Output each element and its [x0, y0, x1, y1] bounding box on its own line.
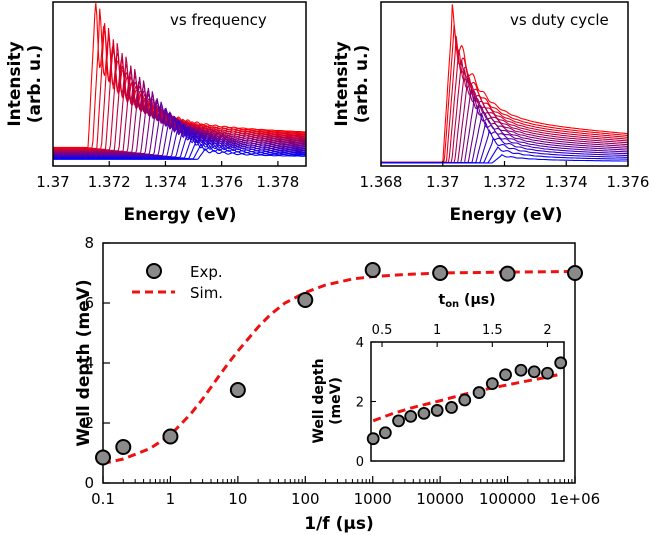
- x-axis-label-frequency: Energy (eV): [123, 205, 236, 225]
- inset-xtick-label: 1: [433, 323, 441, 338]
- spectra-curves-duty: [381, 4, 629, 165]
- inset-ytick-label: 4: [356, 336, 364, 351]
- y-axis-label-well-depth: Well depth (meV): [74, 279, 94, 446]
- main-xtick-label: 100000: [479, 490, 536, 508]
- exp-point: [432, 265, 449, 281]
- inset-exp-point: [417, 406, 431, 420]
- main-ytick-label: 0: [84, 474, 94, 492]
- inset-exp-point: [527, 365, 541, 379]
- spectrum-curve-frequency: [53, 148, 306, 160]
- legend-sim-label: Sim.: [190, 284, 223, 302]
- inset-exp-point: [485, 377, 499, 391]
- duty-xtick-label: 1.368: [360, 173, 403, 191]
- freq-xtick-label: 1.378: [256, 173, 299, 191]
- exp-points: [95, 262, 583, 466]
- duty-xtick-label: 1.37: [426, 173, 459, 191]
- freq-xtick-label: 1.372: [88, 173, 131, 191]
- inset-exp-points: [366, 356, 568, 446]
- inset-exp-point: [404, 409, 418, 423]
- duty-xtick-label: 1.376: [607, 173, 650, 191]
- y-axis-label-line2-frequency: (arb. u.): [25, 45, 45, 124]
- panel-vs-duty-cycle: 1.368 1.37 1.372 1.374 1.376 vs duty cycle E…: [332, 1, 650, 225]
- inset-ytick-label: 0: [356, 455, 364, 470]
- legend: Exp. Sim.: [132, 263, 223, 302]
- inset-x-axis-label: ton (μs): [438, 292, 495, 310]
- inset-axes-ticks: 0.5 1 1.5 2 0 2 4: [356, 323, 552, 470]
- inset-exp-point: [472, 386, 486, 399]
- inset-x-label-t: t: [438, 292, 445, 308]
- main-xtick-label: 1e+06: [550, 490, 600, 508]
- main-ytick-label: 6: [84, 294, 94, 312]
- inset-x-label-sub: on: [445, 299, 459, 310]
- main-ytick-label: 8: [84, 234, 94, 252]
- inset-y-axis-label-line1: Well depth: [311, 358, 327, 443]
- inset-exp-point: [366, 432, 380, 446]
- spectrum-curve-frequency: [53, 56, 307, 152]
- inset-exp-point: [554, 356, 568, 370]
- spectrum-curve-duty: [381, 95, 628, 164]
- x-ticks-duty: 1.368 1.37 1.372 1.374 1.376: [360, 161, 650, 191]
- inset-exp-point: [378, 426, 392, 440]
- main-xtick-label: 10: [228, 490, 247, 508]
- inset-exp-point: [541, 366, 554, 380]
- inset-panel: 0.5 1 1.5 2 0 2 4 ton (μs) Well depth (meV): [311, 292, 568, 470]
- spectrum-curve-duty: [381, 60, 629, 163]
- inset-sim-curve: [372, 372, 562, 423]
- inset-exp-point: [514, 363, 528, 377]
- annotation-vs-frequency: vs frequency: [170, 11, 267, 29]
- spectrum-curve-duty: [381, 154, 628, 164]
- inset-ytick-label: 2: [356, 396, 364, 411]
- panel-vs-frequency: 1.37 1.372 1.374 1.376 1.378 vs frequency En…: [5, 1, 307, 225]
- freq-xtick-label: 1.376: [200, 173, 243, 191]
- inset-exp-point: [458, 393, 472, 407]
- exp-point: [297, 292, 314, 308]
- duty-xtick-label: 1.374: [545, 173, 588, 191]
- exp-point: [115, 439, 132, 455]
- inset-exp-point: [430, 404, 444, 417]
- x-ticks-frequency: 1.37 1.372 1.374 1.376 1.378: [36, 161, 299, 191]
- main-ytick-label: 4: [84, 354, 94, 372]
- main-xtick-label: 100: [291, 490, 320, 508]
- inset-xtick-label: 0.5: [372, 323, 393, 338]
- main-xtick-label: 1: [166, 490, 176, 508]
- inset-y-axis-label-line2: (meV): [328, 377, 344, 425]
- main-xtick-label: 10000: [416, 490, 464, 508]
- inset-x-label-unit: (μs): [459, 292, 495, 308]
- inset-exp-point: [445, 401, 458, 414]
- freq-xtick-label: 1.374: [144, 173, 187, 191]
- inset-xtick-label: 1.5: [482, 323, 503, 338]
- spectrum-curve-frequency: [53, 2, 307, 148]
- exp-point: [364, 262, 381, 278]
- legend-exp-marker: [146, 263, 162, 279]
- freq-xtick-label: 1.37: [36, 173, 69, 191]
- exp-point: [499, 265, 516, 282]
- spectrum-curve-frequency: [53, 65, 306, 152]
- plot-frame-frequency: [52, 1, 307, 167]
- x-axis-label-duty: Energy (eV): [449, 205, 562, 225]
- exp-point: [567, 265, 583, 281]
- spectra-curves-frequency: [53, 2, 307, 160]
- inset-xtick-label: 2: [543, 323, 551, 338]
- y-axis-label-line1-duty: Intensity: [332, 41, 352, 126]
- duty-xtick-label: 1.372: [483, 173, 526, 191]
- exp-point: [95, 449, 111, 466]
- annotation-vs-duty-cycle: vs duty cycle: [510, 11, 609, 29]
- main-xtick-label: 0.1: [91, 490, 115, 508]
- exp-point: [162, 428, 179, 445]
- exp-point: [229, 382, 246, 398]
- legend-exp-label: Exp.: [190, 263, 223, 281]
- inset-exp-point: [499, 368, 512, 382]
- main-ytick-label: 2: [84, 414, 94, 432]
- y-axis-label-line2-duty: (arb. u.): [352, 45, 372, 124]
- y-axis-label-line1-frequency: Intensity: [5, 41, 25, 126]
- inset-exp-point: [392, 414, 405, 428]
- main-xtick-label: 1000: [354, 490, 392, 508]
- x-axis-label-well-depth: 1/f (μs): [304, 514, 374, 534]
